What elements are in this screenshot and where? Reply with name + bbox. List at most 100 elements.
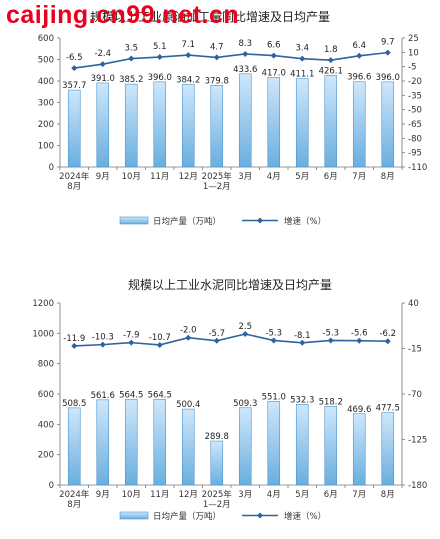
chart-1-category-label: 7月 [352,172,366,182]
chart-2-growth-point [299,339,306,346]
chart-1-category-label: 5月 [295,172,309,182]
chart-2-growth-point [270,337,277,344]
chart-1-bar-value-label: 426.1 [319,66,343,76]
chart-2-growth-point [128,339,135,346]
chart-2-growth-point [213,337,220,344]
chart-1-left-tick-label: 400 [38,77,54,87]
chart-2-bar [238,407,252,486]
chart-1-growth-point [156,54,163,61]
chart-2-growth-point [327,337,334,344]
chart-2-bar [181,408,195,486]
chart-1-growth-value-label: -2.4 [94,49,111,59]
chart-2-left-tick-label: 800 [38,360,54,370]
chart-1-bar-value-label: 379.8 [205,76,229,86]
chart-2-category-label: 11月 [150,490,169,500]
chart-1-growth-point [356,52,363,59]
chart-2-bar-value-label: 500.4 [176,400,200,410]
chart-1-growth-value-label: 9.7 [381,38,395,48]
chart-2-category-label: 6月 [324,490,338,500]
chart-2-category-label: 5月 [295,490,309,500]
chart-2-growth-value-label: -7.9 [123,331,140,341]
chart-2-bar-value-label: 561.6 [91,391,115,401]
chart-2-bar-value-label: 551.0 [262,392,286,402]
chart-2-bar [67,407,81,486]
chart-2-left-tick-label: 400 [38,420,54,430]
chart-2-growth-line [74,333,388,347]
chart-2-bar [381,412,395,486]
site-watermark: caijing.cn99.net.cn [6,1,240,29]
chart-1-title: 规模以上工业原油加工量同比增速及日均产量 [90,9,330,24]
chart-2-bar-value-label: 469.6 [347,405,371,415]
chart-2-left-tick-label: 1200 [32,299,54,309]
chart-2-growth-point [156,341,163,348]
chart-1-growth-point [327,57,334,64]
chart-1-category-label: 6月 [324,172,338,182]
chart-2-bar-value-label: 509.3 [233,399,257,409]
chart-2-growth-point [384,338,391,345]
chart-1-bar [96,82,110,168]
chart-2-growth-value-label: -6.2 [379,329,396,339]
chart-1-bar [181,84,195,168]
chart-2-bar-value-label: 518.2 [319,397,343,407]
chart-1-left-tick-label: 200 [38,120,54,130]
chart-2-right-tick-label: -70 [408,390,422,400]
chart-1-growth-value-label: 8.3 [238,39,252,49]
chart-2-right-tick-label: -180 [408,481,427,491]
chart-2-title: 规模以上工业水泥同比增速及日均产量 [128,277,332,292]
chart-2-growth-point [185,334,192,341]
chart-1-legend-line-label: 增速（%） [284,216,326,227]
chart-1-growth-point [299,55,306,62]
chart-2-growth-point [71,342,78,349]
chart-1-right-tick-label: -110 [408,163,427,173]
chart-2-growth-value-label: -8.1 [294,331,311,341]
chart-1-bar [153,81,167,168]
chart-2-bar-value-label: 564.5 [119,390,143,400]
chart-2-bar-value-label: 289.8 [205,432,229,442]
chart-2-category-label: 12月 [179,490,198,500]
chart-2-bar-value-label: 508.5 [62,399,86,409]
chart-2-category-label: 2024年 8月 [59,489,90,510]
chart-2-bar [153,399,167,486]
chart-2-growth-point [356,337,363,344]
chart-2-bar-value-label: 477.5 [376,404,400,414]
chart-1-right-tick-label: 10 [408,48,419,58]
chart-2-category-label: 4月 [267,490,281,500]
chart-1-growth-point [71,65,78,72]
chart-2-bar [96,399,110,486]
chart-1-bar-value-label: 391.0 [91,74,115,84]
chart-2-growth-value-label: -5.7 [208,329,225,339]
chart-2-bar [210,440,224,486]
chart-1-left-tick-label: 0 [49,163,54,173]
chart-1-bar-value-label: 433.6 [233,65,257,75]
chart-1-bar [238,73,252,168]
chart-1-growth-point [213,54,220,61]
chart-2-growth-value-label: 2.5 [238,322,252,332]
chart-1-growth-point [384,49,391,56]
chart-1-category-label: 10月 [122,172,141,182]
chart-1-growth-point [242,50,249,57]
chart-1-right-tick-label: -35 [408,91,422,101]
chart-1-category-label: 2025年 1—2月 [202,171,233,192]
chart-1-bar [67,89,81,168]
chart-2-left-tick-label: 200 [38,451,54,461]
chart-1-right-tick-label: 25 [408,34,419,44]
chart-2-left-tick-label: 600 [38,390,54,400]
chart-1-left-tick-label: 500 [38,56,54,66]
chart-2-category-label: 2025年 1—2月 [202,489,233,510]
chart-2-right-tick-label: 40 [408,299,419,309]
chart-1-growth-value-label: 6.6 [267,41,281,51]
chart-2-growth-point [242,331,249,338]
chart-2-bar-value-label: 564.5 [148,390,172,400]
chart-1-growth-point [270,52,277,59]
chart-2-category-label: 9月 [96,490,110,500]
chart-1-bar-value-label: 357.7 [62,81,86,91]
chart-1-bar-value-label: 396.6 [347,73,371,83]
chart-1-growth-point [99,61,106,68]
chart-1-growth-value-label: 4.7 [210,42,224,52]
chart-1-growth-value-label: 6.4 [352,41,366,51]
chart-2-legend-line-label: 增速（%） [284,511,326,522]
chart-1-bar-value-label: 396.0 [148,73,172,83]
chart-1-growth-line [74,51,388,69]
chart-1-right-tick-label: -65 [408,120,422,130]
chart-1-right-tick-label: -95 [408,149,422,159]
